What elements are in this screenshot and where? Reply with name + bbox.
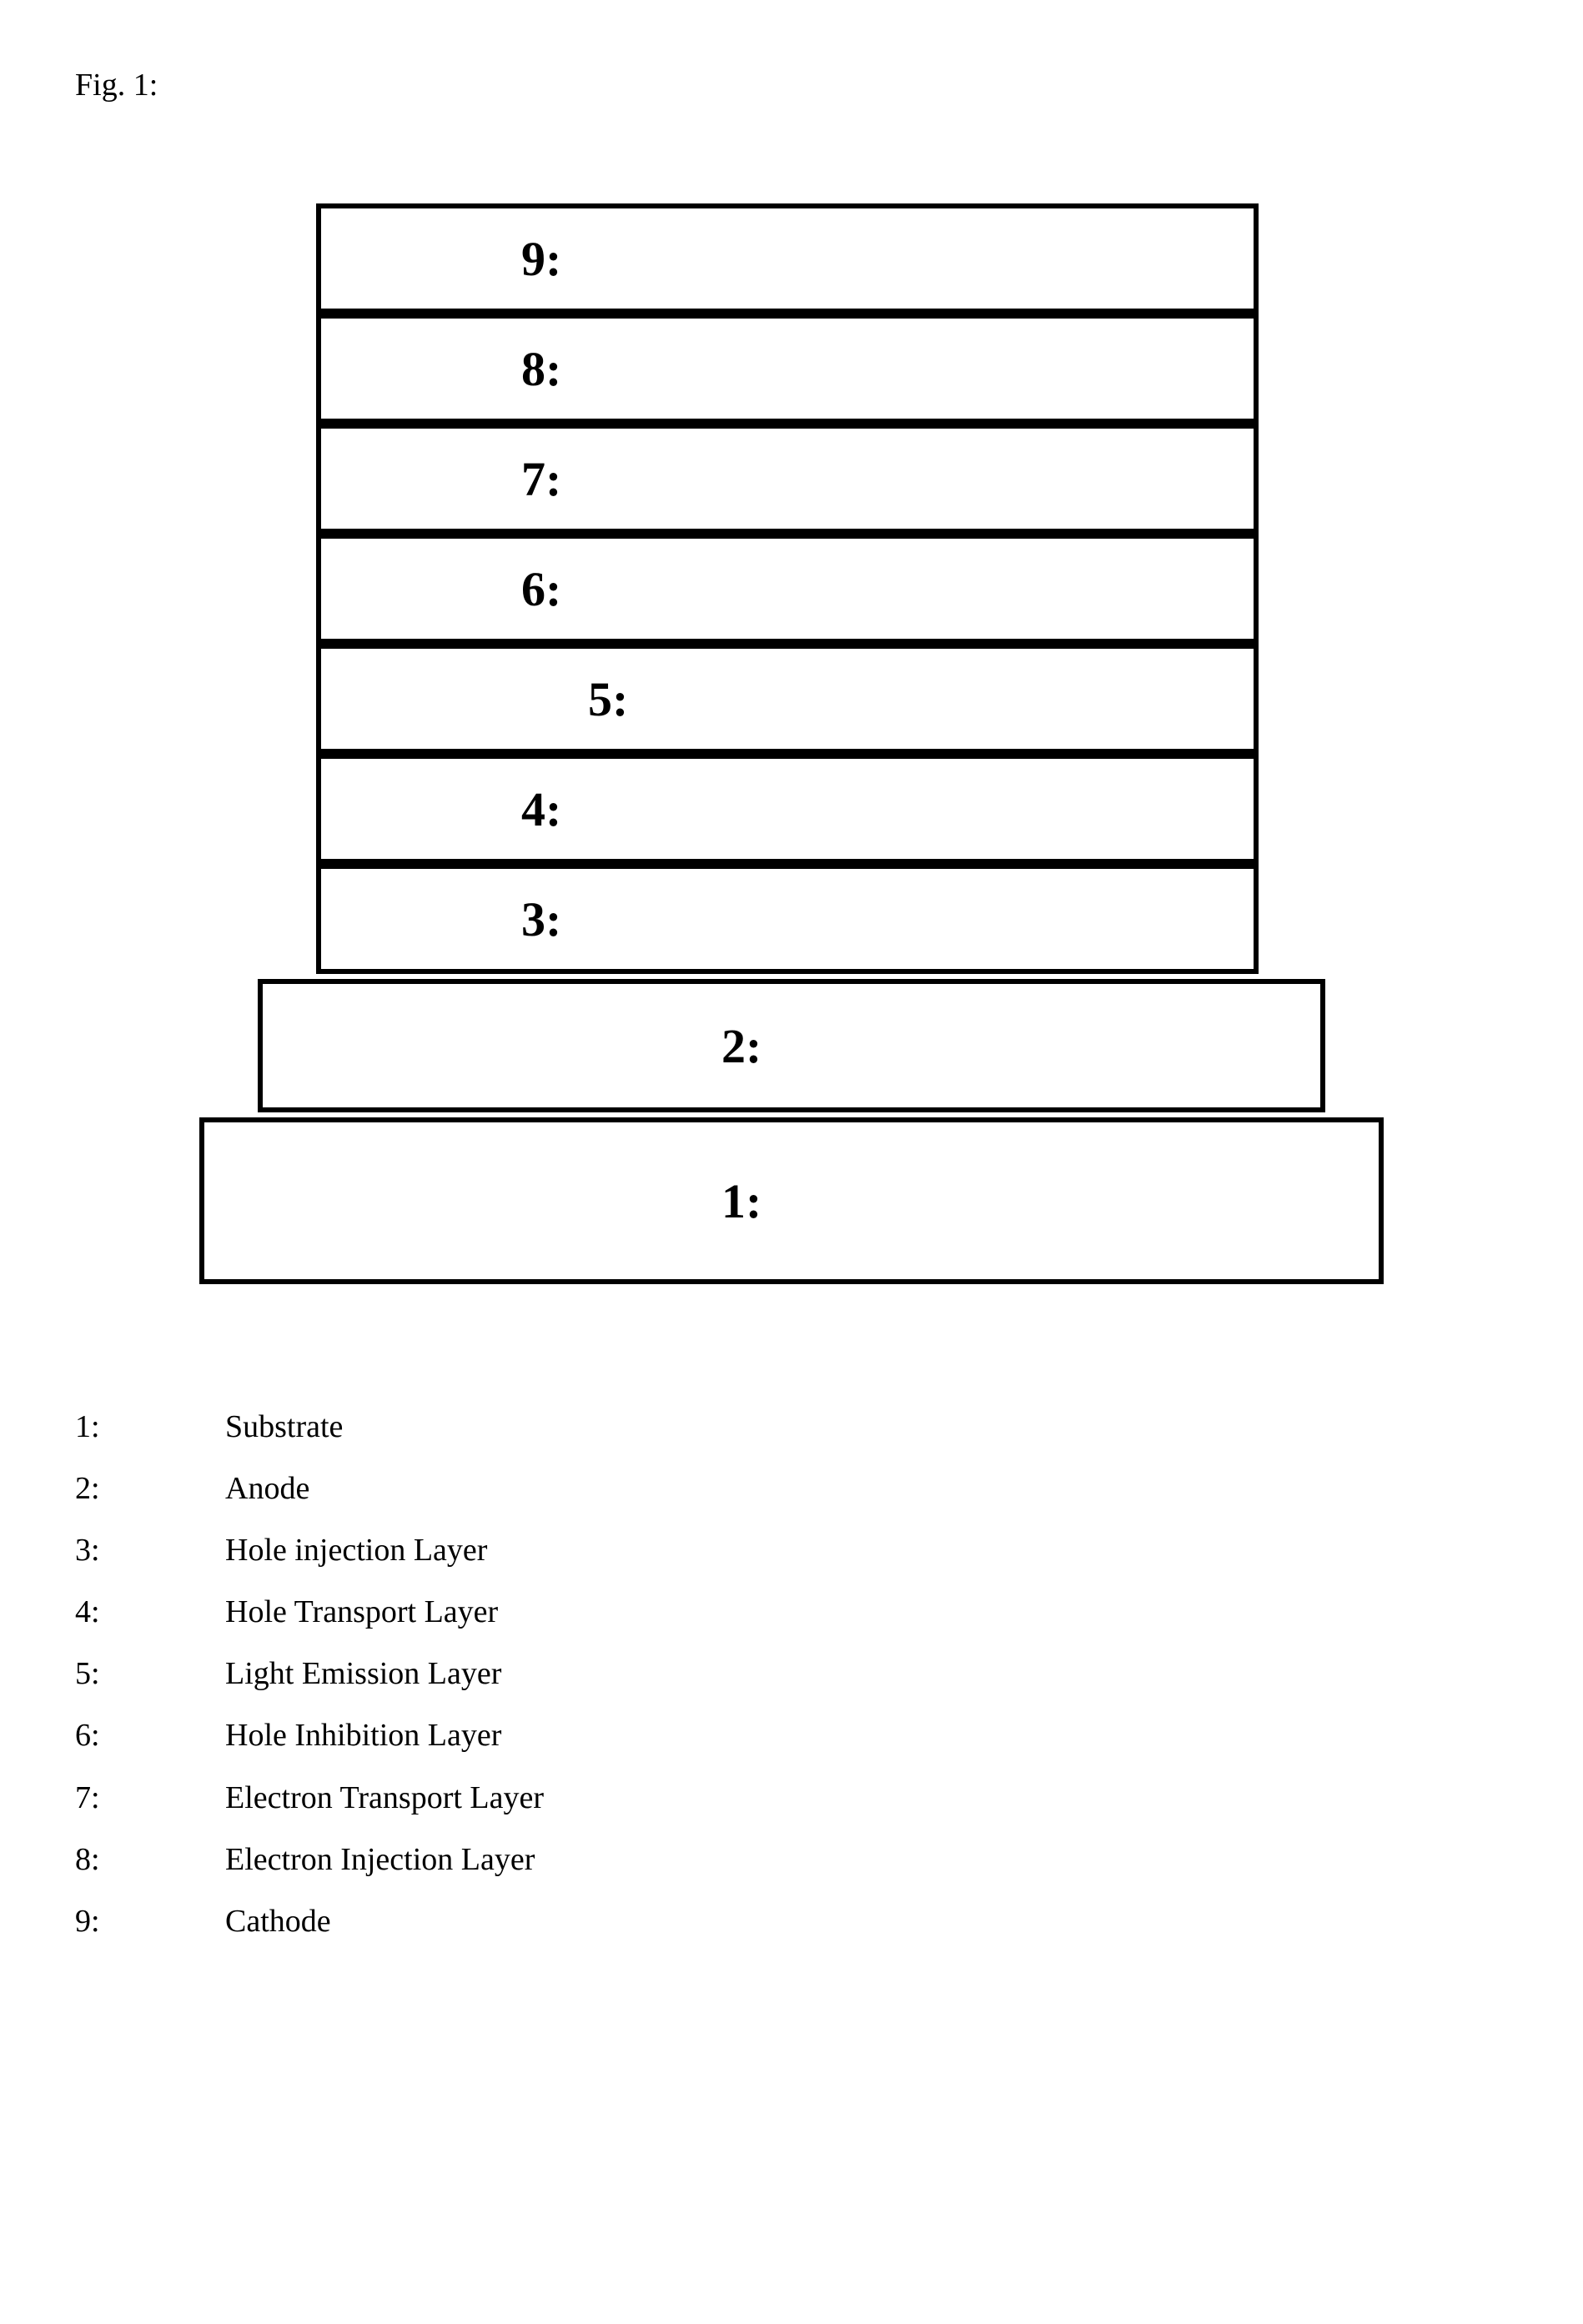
- layer-label-3: 3:: [521, 891, 561, 947]
- legend-num: 4:: [75, 1581, 225, 1643]
- legend-text: Hole Inhibition Layer: [225, 1704, 1508, 1766]
- legend-text: Hole injection Layer: [225, 1519, 1508, 1581]
- layer-6: 6:: [316, 534, 1259, 644]
- layer-label-8: 8:: [521, 341, 561, 397]
- layer-label-7: 7:: [521, 451, 561, 507]
- layer-2: 2:: [258, 979, 1325, 1112]
- layer-stack-diagram: 9: 8: 7: 6: 5: 4: 3: 2: 1:: [199, 203, 1384, 1304]
- legend-row: 4:Hole Transport Layer: [75, 1581, 1508, 1643]
- legend-num: 5:: [75, 1643, 225, 1704]
- legend-row: 1:Substrate: [75, 1396, 1508, 1458]
- layer-3: 3:: [316, 864, 1259, 974]
- legend-num: 1:: [75, 1396, 225, 1458]
- legend-num: 3:: [75, 1519, 225, 1581]
- legend-num: 8:: [75, 1829, 225, 1890]
- legend-text: Anode: [225, 1458, 1508, 1519]
- layer-label-4: 4:: [521, 781, 561, 837]
- layer-label-5: 5:: [588, 671, 628, 727]
- legend-row: 6:Hole Inhibition Layer: [75, 1704, 1508, 1766]
- legend-text: Electron Transport Layer: [225, 1767, 1508, 1829]
- layer-9: 9:: [316, 203, 1259, 314]
- layer-label-9: 9:: [521, 231, 561, 287]
- legend-num: 7:: [75, 1767, 225, 1829]
- legend-text: Substrate: [225, 1396, 1508, 1458]
- layer-label-6: 6:: [521, 561, 561, 617]
- legend-row: 3:Hole injection Layer: [75, 1519, 1508, 1581]
- layer-4: 4:: [316, 754, 1259, 864]
- legend: 1:Substrate2:Anode3:Hole injection Layer…: [75, 1396, 1508, 1952]
- legend-text: Light Emission Layer: [225, 1643, 1508, 1704]
- legend-num: 6:: [75, 1704, 225, 1766]
- legend-text: Cathode: [225, 1890, 1508, 1952]
- legend-row: 2:Anode: [75, 1458, 1508, 1519]
- figure-title: Fig. 1:: [75, 67, 1508, 103]
- legend-text: Electron Injection Layer: [225, 1829, 1508, 1890]
- legend-num: 2:: [75, 1458, 225, 1519]
- layer-1: 1:: [199, 1117, 1384, 1284]
- legend-row: 9:Cathode: [75, 1890, 1508, 1952]
- layer-7: 7:: [316, 424, 1259, 534]
- diagram-wrap: 9: 8: 7: 6: 5: 4: 3: 2: 1:: [75, 203, 1508, 1304]
- layer-8: 8:: [316, 314, 1259, 424]
- legend-text: Hole Transport Layer: [225, 1581, 1508, 1643]
- legend-row: 8:Electron Injection Layer: [75, 1829, 1508, 1890]
- legend-row: 7:Electron Transport Layer: [75, 1767, 1508, 1829]
- layer-label-2: 2:: [721, 1018, 761, 1074]
- legend-row: 5:Light Emission Layer: [75, 1643, 1508, 1704]
- legend-num: 9:: [75, 1890, 225, 1952]
- layer-5: 5:: [316, 644, 1259, 754]
- layer-label-1: 1:: [721, 1173, 761, 1229]
